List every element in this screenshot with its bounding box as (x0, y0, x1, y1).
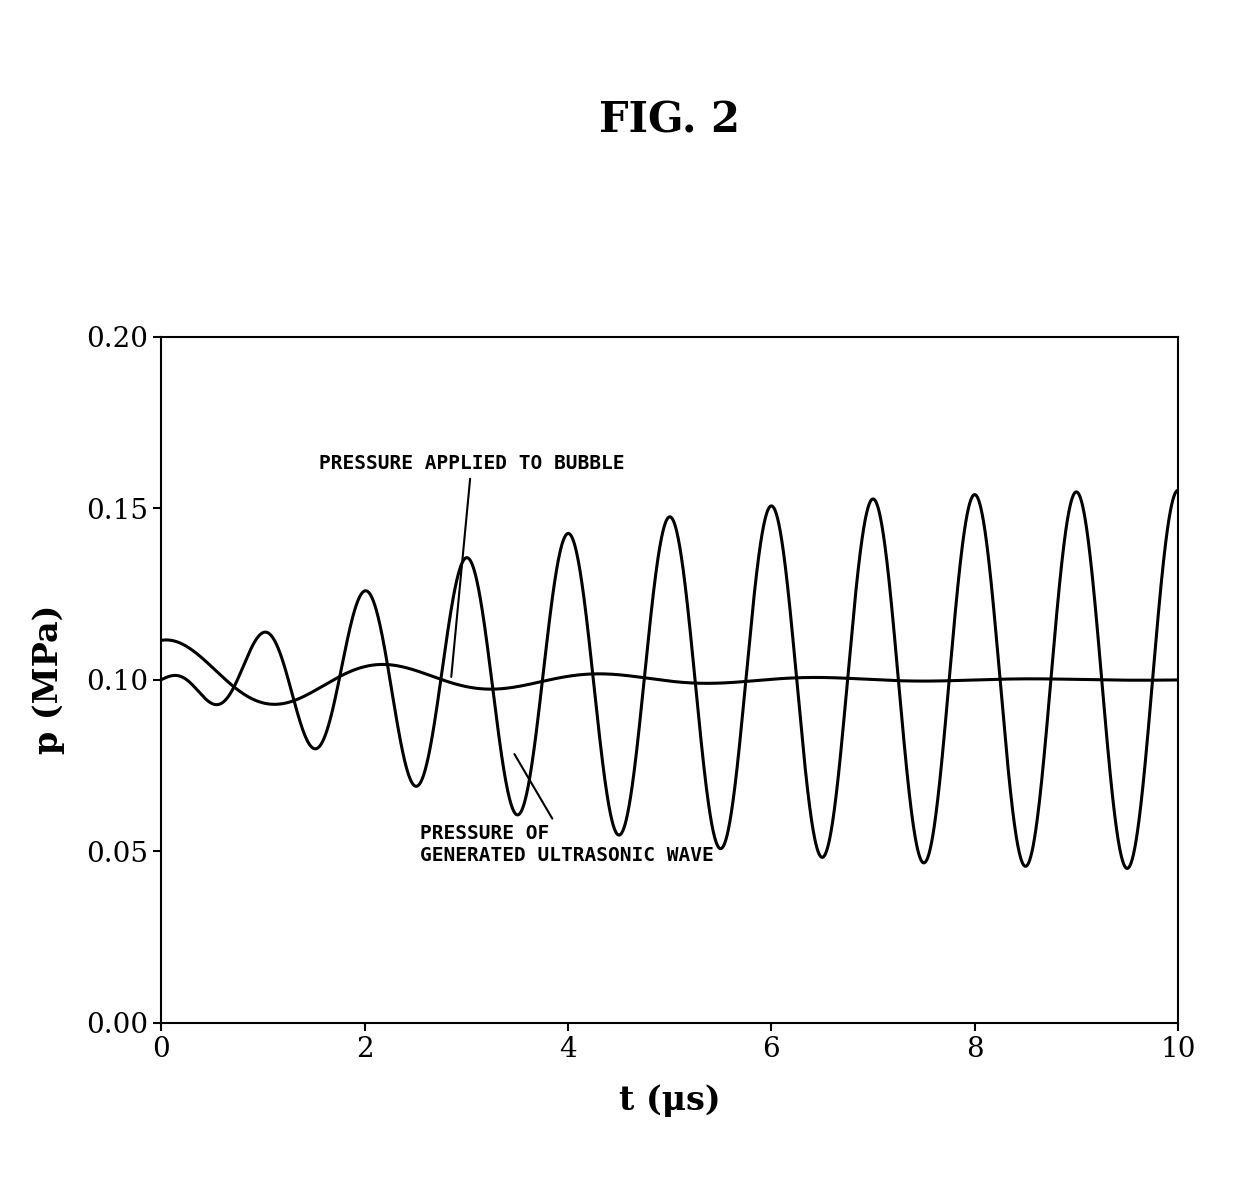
Text: PRESSURE APPLIED TO BUBBLE: PRESSURE APPLIED TO BUBBLE (319, 455, 624, 677)
Y-axis label: p (MPa): p (MPa) (32, 605, 64, 754)
Text: PRESSURE OF
GENERATED ULTRASONIC WAVE: PRESSURE OF GENERATED ULTRASONIC WAVE (420, 754, 714, 865)
X-axis label: t (μs): t (μs) (619, 1084, 720, 1116)
Text: FIG. 2: FIG. 2 (599, 100, 740, 141)
